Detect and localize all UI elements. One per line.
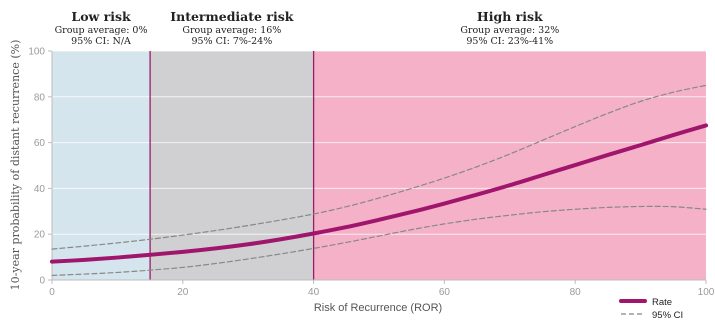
axes bbox=[48, 50, 707, 284]
tick-labels: 0 20 40 60 80 100 0 20 40 60 80 100 bbox=[28, 47, 714, 299]
x-tick-label: 40 bbox=[308, 287, 320, 298]
zone-ci: 95% CI: 7%-24% bbox=[191, 36, 272, 47]
x-tick-label: 0 bbox=[49, 287, 55, 298]
legend-ci-label: 95% CI bbox=[652, 310, 683, 320]
zone-band-0 bbox=[52, 51, 151, 280]
legend-rate-label: Rate bbox=[652, 297, 672, 308]
zone-title: High risk bbox=[477, 9, 543, 24]
zone-group-average: Group average: 0% bbox=[55, 25, 148, 36]
zone-ci: 95% CI: 23%-41% bbox=[466, 36, 553, 47]
y-tick-label: 40 bbox=[34, 184, 46, 195]
x-tick-label: 100 bbox=[698, 287, 715, 298]
ci-lower-line bbox=[51, 205, 707, 277]
x-tick-label: 80 bbox=[570, 287, 582, 298]
y-axis-label: 10-year probability of distant recurrenc… bbox=[9, 40, 22, 291]
ci-upper-line bbox=[51, 84, 707, 250]
zone-title: Low risk bbox=[71, 9, 131, 24]
y-tick-label: 20 bbox=[34, 230, 46, 241]
y-tick-label: 0 bbox=[39, 276, 45, 287]
data-series bbox=[50, 84, 708, 277]
zone-group-average: Group average: 16% bbox=[182, 25, 281, 36]
zone-group-average: Group average: 32% bbox=[460, 25, 559, 36]
x-tick-label: 20 bbox=[177, 287, 189, 298]
zone-dividers bbox=[149, 51, 315, 280]
x-tick-label: 60 bbox=[439, 287, 451, 298]
y-tick-label: 60 bbox=[34, 138, 46, 149]
zone-band-1 bbox=[150, 51, 314, 280]
risk-zones bbox=[52, 51, 706, 280]
zone-ci: 95% CI: N/A bbox=[71, 36, 131, 47]
zone-title: Intermediate risk bbox=[170, 9, 293, 24]
rate-line bbox=[50, 123, 708, 264]
y-tick-label: 80 bbox=[34, 92, 46, 103]
legend: Rate 95% CI bbox=[619, 297, 683, 320]
zone-band-2 bbox=[313, 51, 706, 280]
x-axis-label: Risk of Recurrence (ROR) bbox=[314, 302, 442, 314]
gridlines bbox=[52, 50, 706, 235]
y-tick-label: 100 bbox=[28, 47, 45, 58]
